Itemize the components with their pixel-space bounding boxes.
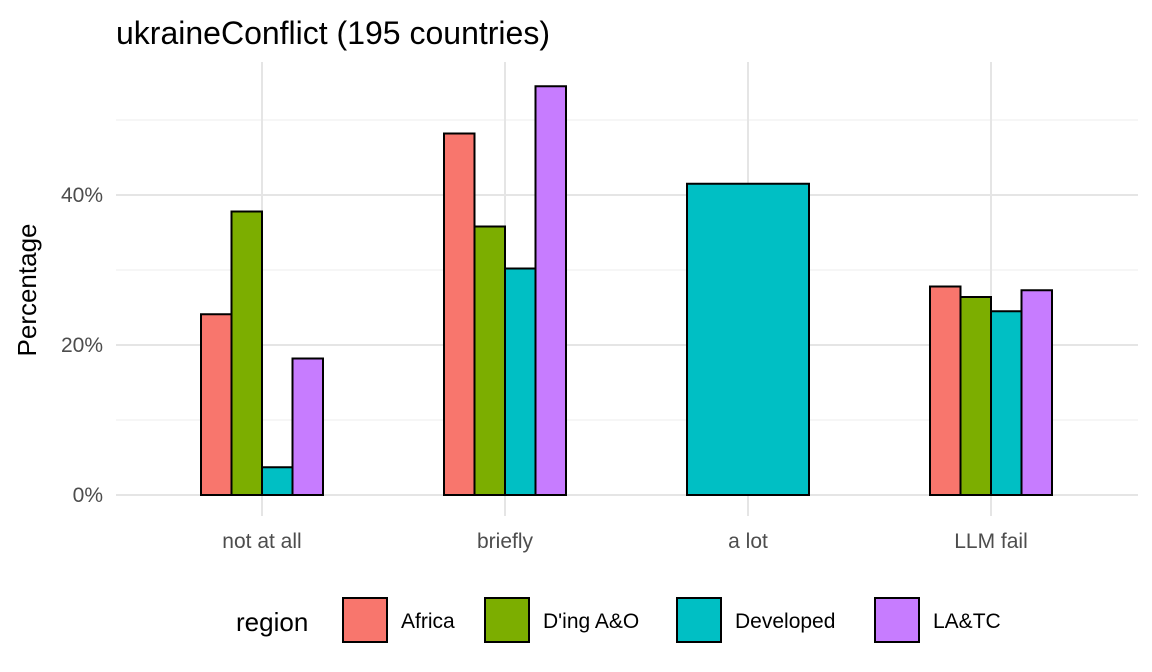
legend-label: LA&TC — [933, 610, 1001, 633]
x-tick-label: briefly — [477, 530, 534, 553]
legend-key — [484, 597, 530, 643]
bar — [929, 285, 962, 496]
bar — [1020, 289, 1053, 496]
bar — [443, 132, 476, 496]
bar — [534, 85, 567, 496]
bar — [230, 210, 263, 496]
x-tick-label: a lot — [728, 530, 768, 553]
bar — [990, 310, 1023, 496]
x-tick-label: not at all — [222, 530, 301, 553]
x-tick-label: LLM fail — [954, 530, 1028, 553]
legend-label: Developed — [735, 610, 835, 633]
legend-key — [676, 597, 722, 643]
y-axis-title: Percentage — [12, 224, 42, 357]
bar — [261, 466, 294, 496]
bar — [291, 357, 324, 496]
legend-key — [874, 597, 920, 643]
y-tick-label: 40% — [61, 184, 103, 207]
x-tick-labels: not at all briefly a lot LLM fail — [222, 530, 1027, 553]
bar — [504, 267, 537, 496]
bar — [473, 225, 506, 496]
y-tick-label: 0% — [73, 484, 103, 507]
legend: region Africa D'ing A&O Developed LA&TC — [236, 597, 1001, 643]
legend-key — [342, 597, 388, 643]
bars — [200, 85, 1053, 496]
bar — [959, 296, 992, 496]
y-tick-label: 20% — [61, 334, 103, 357]
chart-title: ukraineConflict (195 countries) — [116, 15, 550, 51]
y-tick-labels: 0% 20% 40% — [61, 184, 103, 507]
legend-title: region — [236, 607, 308, 637]
legend-label: Africa — [401, 610, 455, 633]
bar — [200, 313, 233, 496]
legend-label: D'ing A&O — [543, 610, 639, 633]
bar — [686, 182, 810, 496]
